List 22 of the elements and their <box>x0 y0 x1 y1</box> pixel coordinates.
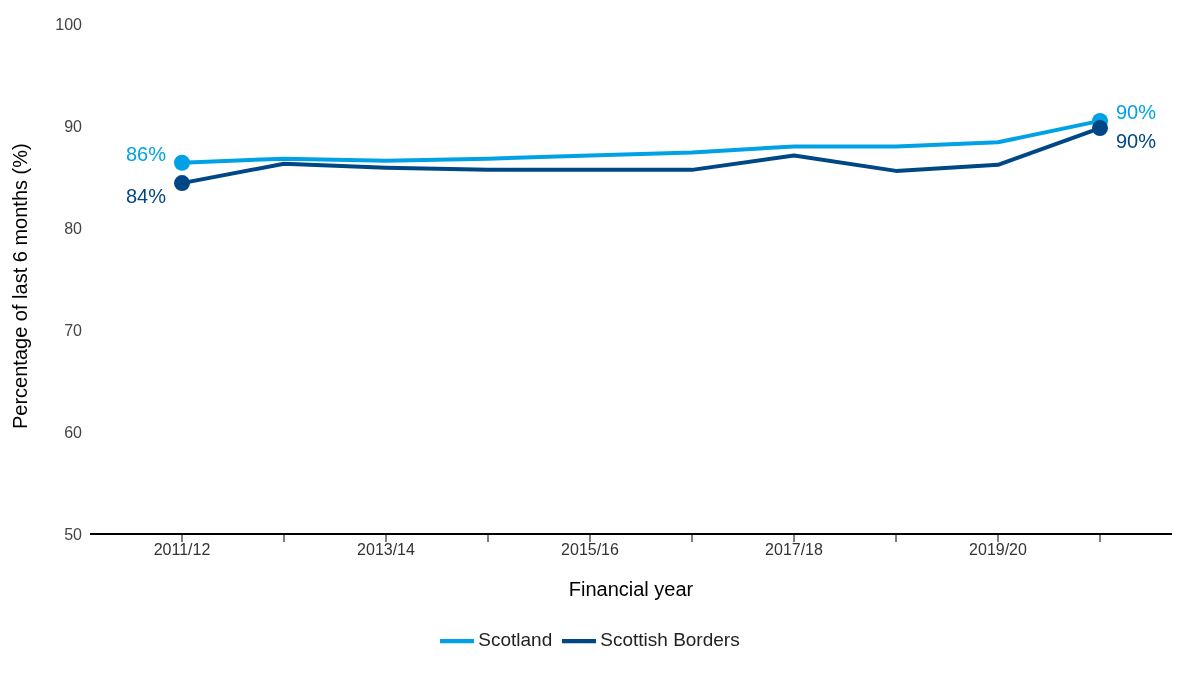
y-tick-label: 100 <box>55 15 83 33</box>
y-tick-label: 60 <box>64 423 83 441</box>
x-tick-label: 2013/14 <box>357 541 416 559</box>
legend-label: Scotland <box>478 629 553 651</box>
point <box>174 154 190 171</box>
y-tick-label: 90 <box>64 117 83 135</box>
x-tick-label: 2019/20 <box>969 541 1028 559</box>
x-tick-label: 2017/18 <box>765 541 824 559</box>
point <box>1092 120 1108 137</box>
data-label: 84% <box>125 185 167 208</box>
y-axis-title: Percentage of last 6 months (%) <box>9 143 32 429</box>
y-tick-label: 50 <box>64 525 83 543</box>
data-label: 90% <box>1116 100 1157 123</box>
x-tick-label: 2015/16 <box>561 541 620 559</box>
y-tick-label: 70 <box>64 321 83 339</box>
x-axis-title: Financial year <box>568 578 694 600</box>
x-tick-label: 2011/12 <box>153 541 211 559</box>
data-label: 90% <box>1116 130 1157 153</box>
y-tick-label: 80 <box>64 219 83 237</box>
data-label: 86% <box>125 142 167 165</box>
legend-label: Scottish Borders <box>600 629 740 651</box>
point <box>174 175 190 192</box>
